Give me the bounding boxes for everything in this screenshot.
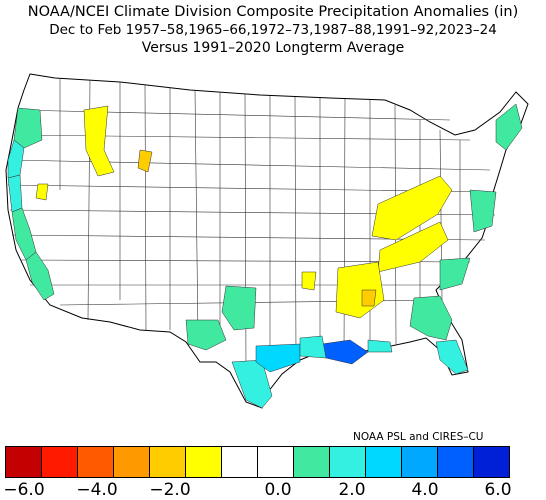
- data-credit: NOAA PSL and CIRES–CU: [353, 431, 484, 443]
- tick-label: 4.0: [411, 480, 439, 500]
- west-texas: [185, 319, 227, 351]
- idaho-montana-west: [83, 105, 115, 177]
- nevada-west: [35, 183, 49, 201]
- tick-label: 6.0: [484, 480, 512, 500]
- colorbar-swatch: [402, 446, 438, 478]
- wa-coast: [13, 107, 43, 149]
- tick-label: 0.0: [264, 480, 292, 500]
- gulf-coast-ms-al: [299, 335, 393, 359]
- mississippi-dry-core: [361, 289, 377, 307]
- colorbar-swatch: [438, 446, 474, 478]
- colorbar-swatch: [330, 446, 366, 478]
- wyoming-west: [137, 149, 153, 173]
- colorbar-swatch: [114, 446, 150, 478]
- us-outline: [5, 73, 529, 409]
- us-precipitation-anomaly-map: [5, 73, 529, 409]
- tick-label: −6.0: [3, 480, 45, 500]
- new-mexico: [221, 285, 257, 331]
- s-california-coast: [25, 251, 55, 301]
- colorbar-swatch: [222, 446, 258, 478]
- map-title: NOAA/NCEI Climate Division Composite Pre…: [27, 4, 519, 20]
- map-subtitle-period: Dec to Feb 1957–58,1965–66,1972–73,1987–…: [49, 22, 497, 38]
- colorbar-swatch: [258, 446, 294, 478]
- colorbar-swatch: [6, 446, 42, 478]
- map-subtitle-baseline: Versus 1991–2020 Longterm Average: [141, 40, 405, 56]
- ohio-valley: [371, 175, 453, 241]
- tick-label: −2.0: [149, 480, 191, 500]
- mid-atlantic: [469, 189, 497, 233]
- florida: [409, 295, 453, 341]
- colorbar-swatch: [474, 446, 510, 478]
- texas-gulf-coast: [255, 343, 301, 373]
- colorbar-swatch: [294, 446, 330, 478]
- colorbar: [5, 446, 510, 478]
- tick-label: 2.0: [338, 480, 366, 500]
- colorbar-swatch: [42, 446, 78, 478]
- colorbar-swatch: [78, 446, 114, 478]
- south-florida: [435, 339, 469, 375]
- colorbar-swatch: [366, 446, 402, 478]
- colorbar-swatch: [186, 446, 222, 478]
- missouri-spot: [301, 271, 317, 291]
- colorbar-swatch: [150, 446, 186, 478]
- northeast-coast: [495, 103, 523, 151]
- tick-label: −4.0: [76, 480, 118, 500]
- georgia-carolinas: [439, 257, 471, 291]
